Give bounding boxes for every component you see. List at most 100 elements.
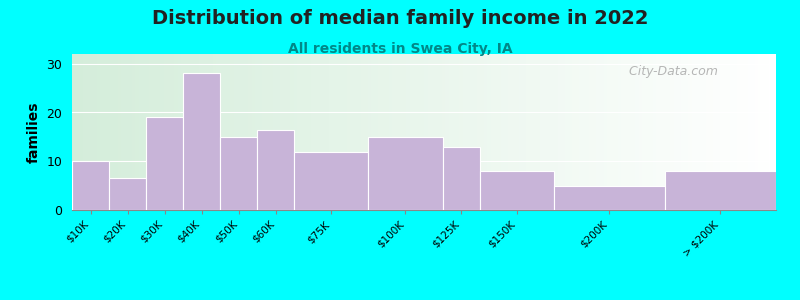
- Bar: [213, 54, 216, 210]
- Bar: [533, 54, 537, 210]
- Bar: [392, 54, 396, 210]
- Bar: [755, 54, 758, 210]
- Bar: [318, 54, 322, 210]
- Bar: [72, 161, 109, 210]
- Bar: [128, 54, 132, 210]
- Bar: [286, 54, 290, 210]
- Bar: [198, 54, 202, 210]
- Bar: [374, 54, 378, 210]
- Bar: [769, 54, 773, 210]
- Bar: [322, 54, 326, 210]
- Bar: [706, 54, 709, 210]
- Bar: [339, 54, 343, 210]
- Text: Distribution of median family income in 2022: Distribution of median family income in …: [152, 9, 648, 28]
- Bar: [114, 54, 118, 210]
- Bar: [442, 147, 479, 210]
- Bar: [593, 54, 597, 210]
- Bar: [107, 54, 110, 210]
- Bar: [210, 54, 213, 210]
- Bar: [607, 54, 610, 210]
- Bar: [751, 54, 755, 210]
- Bar: [568, 54, 572, 210]
- Bar: [526, 54, 530, 210]
- Bar: [276, 54, 280, 210]
- Bar: [382, 54, 386, 210]
- Bar: [378, 54, 382, 210]
- Bar: [579, 54, 582, 210]
- Bar: [550, 54, 554, 210]
- Bar: [665, 171, 776, 210]
- Bar: [79, 54, 82, 210]
- Bar: [449, 54, 452, 210]
- Bar: [216, 54, 220, 210]
- Bar: [462, 54, 466, 210]
- Bar: [709, 54, 713, 210]
- Bar: [414, 54, 417, 210]
- Bar: [245, 54, 248, 210]
- Bar: [195, 54, 198, 210]
- Bar: [494, 54, 498, 210]
- Bar: [90, 54, 93, 210]
- Bar: [674, 54, 678, 210]
- Bar: [438, 54, 442, 210]
- Bar: [726, 54, 730, 210]
- Bar: [698, 54, 702, 210]
- Bar: [424, 54, 427, 210]
- Bar: [371, 54, 374, 210]
- Y-axis label: families: families: [27, 101, 41, 163]
- Bar: [174, 54, 178, 210]
- Bar: [336, 54, 339, 210]
- Bar: [773, 54, 776, 210]
- Text: City-Data.com: City-Data.com: [621, 65, 718, 78]
- Bar: [343, 54, 346, 210]
- Bar: [163, 54, 167, 210]
- Bar: [625, 54, 628, 210]
- Bar: [635, 54, 638, 210]
- Bar: [572, 54, 575, 210]
- Bar: [369, 137, 442, 210]
- Bar: [667, 54, 670, 210]
- Bar: [346, 54, 350, 210]
- Bar: [509, 54, 512, 210]
- Bar: [766, 54, 769, 210]
- Bar: [515, 54, 519, 210]
- Bar: [417, 54, 421, 210]
- Bar: [547, 54, 550, 210]
- Bar: [459, 54, 462, 210]
- Bar: [206, 54, 210, 210]
- Bar: [223, 54, 227, 210]
- Bar: [142, 54, 146, 210]
- Bar: [100, 54, 104, 210]
- Bar: [618, 54, 621, 210]
- Bar: [442, 54, 445, 210]
- Bar: [597, 54, 600, 210]
- Bar: [575, 54, 579, 210]
- Bar: [396, 54, 399, 210]
- Bar: [160, 54, 163, 210]
- Bar: [681, 54, 685, 210]
- Bar: [241, 54, 245, 210]
- Bar: [748, 54, 751, 210]
- Bar: [723, 54, 726, 210]
- Bar: [738, 54, 741, 210]
- Bar: [434, 54, 438, 210]
- Bar: [744, 54, 748, 210]
- Bar: [741, 54, 744, 210]
- Bar: [558, 54, 562, 210]
- Bar: [389, 54, 392, 210]
- Bar: [487, 54, 491, 210]
- Bar: [146, 54, 150, 210]
- Bar: [656, 54, 660, 210]
- Bar: [758, 54, 762, 210]
- Bar: [146, 117, 183, 210]
- Bar: [505, 54, 509, 210]
- Bar: [188, 54, 192, 210]
- Bar: [311, 54, 315, 210]
- Bar: [670, 54, 674, 210]
- Bar: [220, 137, 258, 210]
- Bar: [227, 54, 230, 210]
- Bar: [663, 54, 667, 210]
- Bar: [614, 54, 618, 210]
- Bar: [82, 54, 86, 210]
- Bar: [586, 54, 590, 210]
